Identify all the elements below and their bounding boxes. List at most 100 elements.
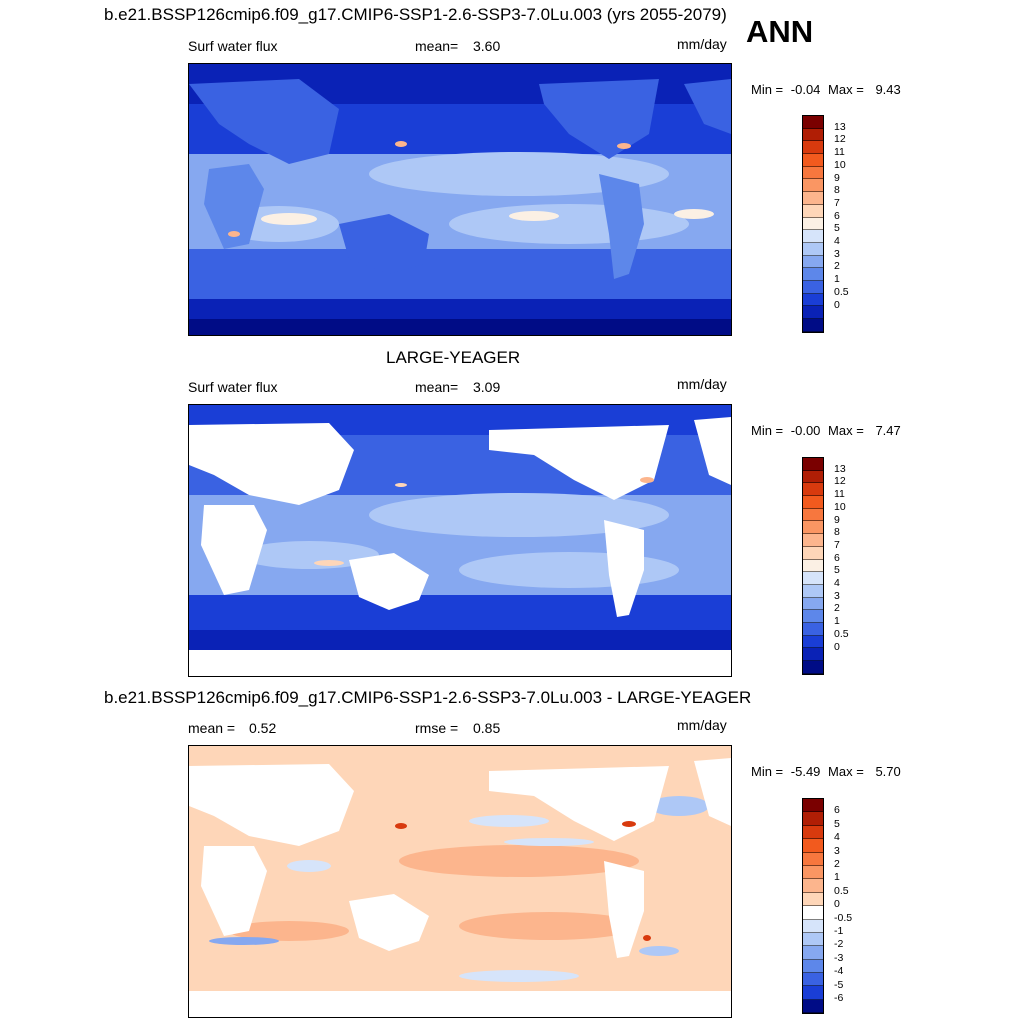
panel1-colorbar-tick-label: 0 bbox=[834, 298, 840, 311]
panel1-colorbar-tick-label: 3 bbox=[834, 247, 840, 260]
figure-title: b.e21.BSSP126cmip6.f09_g17.CMIP6-SSP1-2.… bbox=[104, 5, 727, 24]
panel2-colorbar-segment bbox=[803, 559, 823, 573]
panel2-colorbar-tick-label: 7 bbox=[834, 538, 840, 551]
panel3-colorbar-tick-label: 6 bbox=[834, 804, 840, 817]
panel2-title: LARGE-YEAGER bbox=[386, 348, 521, 367]
panel3-colorbar-segment bbox=[803, 973, 823, 987]
panel2-colorbar-segment bbox=[803, 483, 823, 497]
panel1-colorbar-segment bbox=[803, 319, 823, 332]
panel2-max-label: Max = bbox=[828, 423, 864, 438]
panel2-colorbar-segment bbox=[803, 470, 823, 484]
panel1-colorbar-tick-label: 4 bbox=[834, 235, 840, 247]
panel1-colorbar-tick-label: 2 bbox=[834, 260, 840, 273]
panel2-colorbar-tick-label: 0 bbox=[834, 640, 840, 653]
panel2-min-value: -0.00 bbox=[790, 423, 821, 438]
panel1-max-value: 9.43 bbox=[875, 82, 901, 97]
panel2-colorbar-segment bbox=[803, 534, 823, 547]
panel1-colorbar-tick-label: 11 bbox=[834, 146, 845, 159]
panel3-colorbar-tick-label: -5 bbox=[834, 978, 844, 991]
season-label: ANN bbox=[746, 14, 814, 49]
panel1-colorbar bbox=[802, 115, 824, 333]
panel3-colorbar-segment bbox=[803, 946, 823, 960]
panel3-colorbar-tick-label: -2 bbox=[834, 938, 844, 951]
panel3-minmax: Min = -5.49 Max = 5.70 bbox=[751, 764, 901, 779]
panel3-colorbar-tick-label: 4 bbox=[834, 831, 840, 844]
panel3-colorbar-segment bbox=[803, 932, 823, 947]
panel3-min-label: Min = bbox=[751, 764, 784, 779]
panel1-colorbar-tick-label: 5 bbox=[834, 222, 840, 235]
panel2-colorbar-segment bbox=[803, 546, 823, 560]
panel3-colorbar-segment bbox=[803, 892, 823, 907]
panel1-minmax: Min = -0.04 Max = 9.43 bbox=[751, 82, 901, 97]
panel1-colorbar-segment bbox=[803, 166, 823, 180]
panel1-colorbar-tick-label: 13 bbox=[834, 120, 846, 133]
panel2-colorbar-tick-label: 4 bbox=[834, 577, 840, 589]
panel2-variable: Surf water flux bbox=[188, 379, 278, 395]
panel1-colorbar-segment bbox=[803, 255, 823, 269]
panel2-colorbar-segment bbox=[803, 622, 823, 636]
panel1-map bbox=[188, 63, 732, 336]
panel3-map bbox=[188, 745, 732, 1018]
panel1-min-value: -0.04 bbox=[790, 82, 821, 97]
panel2-colorbar-segment bbox=[803, 458, 823, 471]
panel3-colorbar-segment bbox=[803, 959, 823, 974]
panel2-colorbar-tick-label: 3 bbox=[834, 589, 840, 602]
panel3-units: mm/day bbox=[677, 717, 727, 733]
panel1-colorbar-tick-label: 10 bbox=[834, 158, 846, 171]
panel3-colorbar-segment bbox=[803, 799, 823, 813]
panel1-colorbar-tick-label: 9 bbox=[834, 171, 840, 184]
panel2-colorbar-tick-label: 2 bbox=[834, 602, 840, 615]
panel2-mean-value: 3.09 bbox=[473, 379, 501, 395]
panel2-map bbox=[188, 404, 732, 677]
panel3-colorbar-tick-label: -3 bbox=[834, 951, 844, 964]
panel2-map-svg bbox=[189, 405, 731, 676]
panel2-colorbar-tick-label: 1 bbox=[834, 615, 840, 628]
panel3-colorbar-tick-label: 3 bbox=[834, 844, 840, 857]
panel3-colorbar-tick-label: -4 bbox=[834, 965, 844, 978]
panel2-colorbar-tick-label: 13 bbox=[834, 462, 846, 475]
panel3-colorbar-segment bbox=[803, 906, 823, 920]
panel1-colorbar-segment bbox=[803, 179, 823, 193]
panel2-colorbar-tick-label: 0.5 bbox=[834, 627, 849, 640]
panel2-minmax: Min = -0.00 Max = 7.47 bbox=[751, 423, 901, 438]
panel3-colorbar-segment bbox=[803, 839, 823, 853]
panel2-colorbar-segment bbox=[803, 496, 823, 509]
panel3-max-label: Max = bbox=[828, 764, 864, 779]
panel1-mean-value: 3.60 bbox=[473, 38, 501, 54]
panel2-colorbar-tick-label: 12 bbox=[834, 475, 846, 488]
panel3-map-svg bbox=[189, 746, 731, 1017]
panel2-colorbar-tick-label: 10 bbox=[834, 500, 846, 513]
panel3-rmse-label: rmse = bbox=[415, 720, 459, 736]
panel3-mean-value: 0.52 bbox=[249, 720, 277, 736]
panel3-colorbar-segment bbox=[803, 812, 823, 826]
panel2-colorbar-segment bbox=[803, 521, 823, 535]
panel1-colorbar-segment bbox=[803, 268, 823, 281]
panel1-colorbar-box bbox=[802, 115, 824, 333]
panel2-colorbar-segment bbox=[803, 635, 823, 649]
panel1-colorbar-segment bbox=[803, 217, 823, 231]
panel3-title: b.e21.BSSP126cmip6.f09_g17.CMIP6-SSP1-2.… bbox=[104, 688, 752, 707]
panel2-mean-label: mean= bbox=[415, 379, 459, 395]
panel3-colorbar-tick-label: 0.5 bbox=[834, 884, 849, 897]
panel2-colorbar-segment bbox=[803, 661, 823, 674]
panel1-colorbar-segment bbox=[803, 192, 823, 205]
panel3-colorbar-tick-label: 0 bbox=[834, 898, 840, 911]
panel3-colorbar-tick-label: -6 bbox=[834, 992, 844, 1004]
panel3-colorbar-segment bbox=[803, 825, 823, 840]
panel3-colorbar-tick-label: 2 bbox=[834, 858, 840, 870]
panel1-colorbar-tick-label: 8 bbox=[834, 184, 840, 197]
panel1-colorbar-segment bbox=[803, 306, 823, 319]
panel1-colorbar-segment bbox=[803, 128, 823, 142]
panel1-colorbar-segment bbox=[803, 230, 823, 243]
panel1-colorbar-segment bbox=[803, 204, 823, 218]
panel2-units: mm/day bbox=[677, 376, 727, 392]
panel1-colorbar-tick-label: 12 bbox=[834, 133, 846, 146]
panel3-colorbar-segment bbox=[803, 852, 823, 866]
panel1-colorbar-segment bbox=[803, 116, 823, 129]
panel1-colorbar-tick-label: 0.5 bbox=[834, 285, 849, 298]
panel3-colorbar-tick-label: -0.5 bbox=[834, 911, 853, 924]
panel3-colorbar bbox=[802, 798, 824, 1015]
panel1-colorbar-segment bbox=[803, 280, 823, 294]
panel1-units: mm/day bbox=[677, 36, 727, 52]
panel3-colorbar-segment bbox=[803, 999, 823, 1014]
